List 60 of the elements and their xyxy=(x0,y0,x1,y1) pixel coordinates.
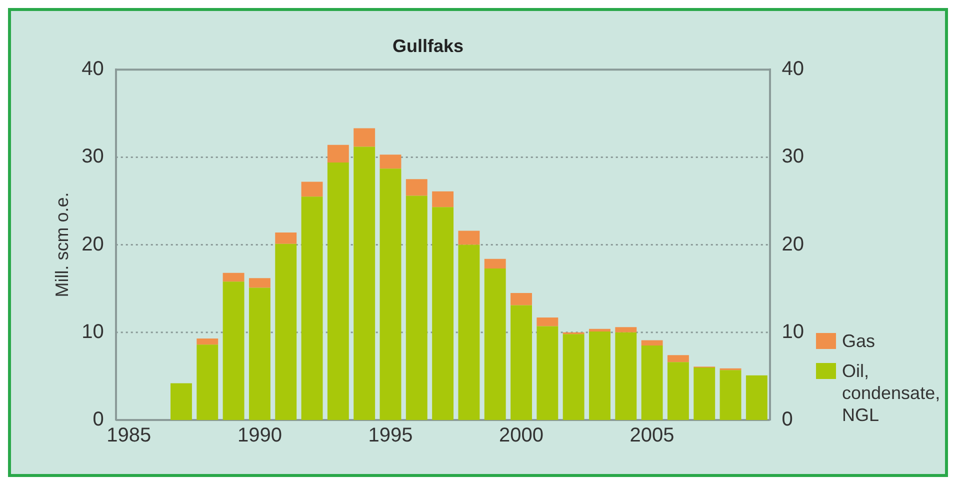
bar xyxy=(694,367,716,420)
bar xyxy=(484,258,506,268)
y-tick-label: 20 xyxy=(82,233,104,256)
legend-label: Oil, condensate, NGL xyxy=(842,360,942,426)
bar xyxy=(170,383,192,420)
bar xyxy=(380,154,402,169)
bar xyxy=(301,182,323,197)
bar xyxy=(510,305,532,420)
bar xyxy=(406,196,428,420)
y2-tick-label: 30 xyxy=(782,146,804,168)
y2-tick-label: 0 xyxy=(782,408,793,431)
chart-title: Gullfaks xyxy=(392,36,464,56)
y-tick-label: 10 xyxy=(82,320,104,343)
bar xyxy=(432,191,454,208)
x-tick-label: 1985 xyxy=(106,424,152,447)
y-axis-title: Mill. scm o.e. xyxy=(52,192,72,298)
bar xyxy=(248,278,270,288)
bar xyxy=(615,327,637,332)
bar xyxy=(589,328,610,332)
y-tick-label: 30 xyxy=(82,146,104,168)
bar xyxy=(380,168,402,420)
bar xyxy=(536,326,558,420)
bar xyxy=(641,346,663,420)
bar xyxy=(667,355,689,362)
x-tick-label: 2005 xyxy=(630,424,674,447)
bar xyxy=(510,292,532,306)
x-tick-label: 1995 xyxy=(368,424,413,447)
bar xyxy=(248,288,270,420)
legend-label: Gas xyxy=(842,330,876,352)
y2-tick-label: 20 xyxy=(782,233,804,256)
y2-tick-label: 40 xyxy=(782,58,804,80)
bar xyxy=(641,340,663,346)
bar xyxy=(746,375,768,420)
bar xyxy=(222,272,244,282)
bar xyxy=(484,268,506,420)
bar xyxy=(354,128,376,147)
bar xyxy=(562,334,584,420)
bar xyxy=(196,338,218,345)
bar xyxy=(275,232,297,244)
bar xyxy=(589,332,610,420)
bar xyxy=(354,146,376,420)
bar xyxy=(432,207,454,420)
bar xyxy=(720,370,742,420)
x-tick-label: 1990 xyxy=(237,424,282,447)
bar xyxy=(301,196,323,420)
bar xyxy=(222,282,244,420)
bar xyxy=(458,230,480,245)
bar xyxy=(615,332,637,420)
bar xyxy=(536,318,558,326)
bar xyxy=(667,362,689,420)
bar xyxy=(196,344,218,420)
bar xyxy=(275,244,297,420)
bar xyxy=(406,179,428,196)
bar xyxy=(327,144,349,162)
bar xyxy=(327,162,349,420)
y-tick-label: 40 xyxy=(82,58,104,80)
x-tick-label: 2000 xyxy=(499,424,544,447)
bar xyxy=(458,244,480,420)
y2-tick-label: 10 xyxy=(782,320,804,343)
y-tick-label: 0 xyxy=(92,408,104,431)
